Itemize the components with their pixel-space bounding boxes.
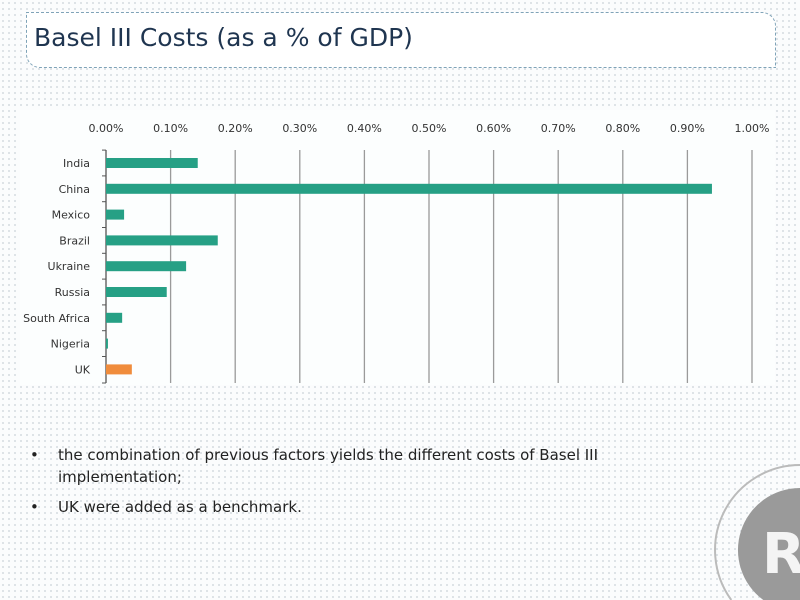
bar-brazil [106,235,218,246]
title-box: Basel III Costs (as a % of GDP) [26,12,776,68]
bullet-dot: • [30,498,39,516]
bar-nigeria [106,338,108,349]
bar-china [106,183,712,194]
x-tick-label: 0.20% [218,122,253,135]
y-category-label: India [63,157,90,170]
slide-title: Basel III Costs (as a % of GDP) [34,23,413,52]
x-tick-label: 1.00% [735,122,770,135]
logo-letter: R [762,522,800,587]
chart-panel: 0.00% 0.10% 0.20% 0.30% 0.40% 0.50% 0.60% 0.70%… [20,110,775,385]
y-category-label: Ukraine [48,260,91,273]
x-tick-label: 0.60% [476,122,511,135]
bullet-text: UK were added as a benchmark. [58,498,302,516]
x-tick-label: 0.00% [89,122,124,135]
x-tick-label: 0.80% [605,122,640,135]
bar-chart: 0.00% 0.10% 0.20% 0.30% 0.40% 0.50% 0.60% 0.70%… [23,122,770,384]
bullet-item: • the combination of previous factors yi… [30,444,610,488]
y-category-label: South Africa [23,312,90,325]
x-tick-label: 0.90% [670,122,705,135]
bullet-dot: • [30,446,39,464]
bar-india [106,158,198,168]
y-category-label: Mexico [52,209,91,222]
bar-uk [106,364,132,375]
x-tick-label: 0.70% [541,122,576,135]
x-tick-label: 0.10% [153,122,188,135]
y-category-label: UK [75,363,91,376]
bar-mexico [106,209,125,220]
logo-disc [737,488,800,600]
logo-ring [714,464,800,600]
bar-south-africa [106,312,123,323]
bullet-list: • the combination of previous factors yi… [30,444,610,526]
y-category-label: China [59,183,90,196]
y-category-label: Nigeria [51,338,90,351]
bullet-text: the combination of previous factors yiel… [58,446,599,486]
x-tick-label: 0.40% [347,122,382,135]
y-category-label: Brazil [59,234,90,247]
x-tick-label: 0.30% [282,122,317,135]
y-category-label: Russia [55,286,90,299]
university-logo: R [714,464,800,600]
bar-ukraine [106,261,187,272]
bar-russia [106,287,167,297]
bullet-item: • UK were added as a benchmark. [30,496,610,518]
x-tick-label: 0.50% [412,122,447,135]
